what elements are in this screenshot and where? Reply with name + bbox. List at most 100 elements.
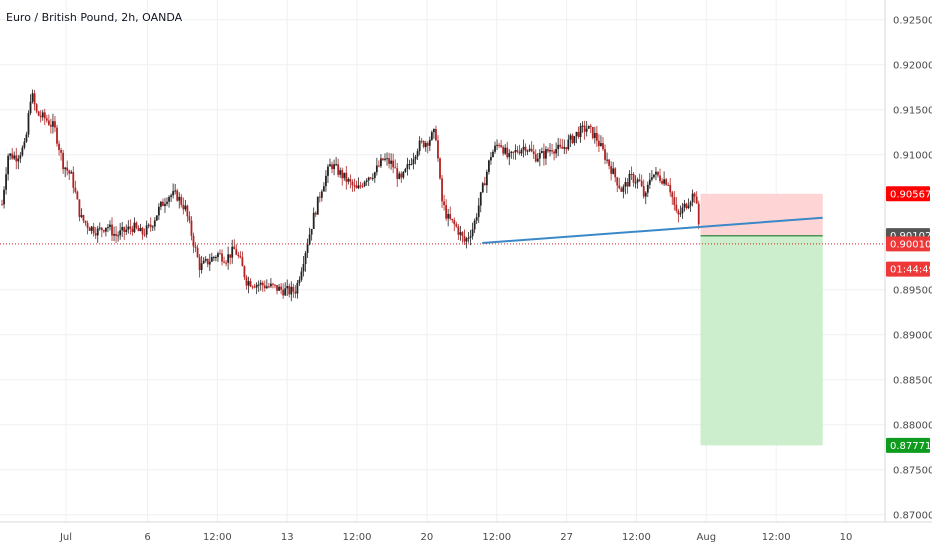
candle-body: [451, 218, 454, 221]
candle-body: [153, 220, 156, 227]
candle-body: [534, 154, 537, 162]
candle-body: [618, 185, 621, 189]
candle-body: [274, 284, 276, 286]
candle-body: [137, 227, 140, 232]
candle-body: [335, 164, 338, 166]
candle-body: [217, 253, 219, 258]
time-tick-label: 13: [281, 532, 294, 543]
candle-body: [382, 158, 384, 160]
candle-body: [86, 223, 89, 228]
candle-body: [267, 286, 270, 288]
take-profit-zone[interactable]: [700, 235, 823, 446]
candle-body: [255, 284, 258, 288]
candle-body: [581, 125, 584, 127]
candle-body: [62, 152, 65, 170]
price-badge-background: [886, 186, 930, 202]
candle-body: [186, 205, 189, 217]
candle-body: [441, 178, 443, 202]
candle-body: [282, 289, 285, 296]
candle-body: [343, 172, 346, 179]
candle-body: [520, 149, 523, 154]
candle-body: [524, 146, 527, 152]
candle-body: [23, 141, 26, 148]
candle-body: [257, 284, 260, 286]
candle-body: [622, 186, 625, 192]
candle-body: [447, 214, 450, 219]
stop-loss-zone[interactable]: [700, 193, 823, 236]
candle-body: [606, 159, 608, 161]
candle-body: [545, 149, 547, 159]
candle-body: [206, 258, 209, 265]
candle-body: [604, 149, 606, 160]
candle-body: [547, 149, 549, 152]
candle-body: [351, 181, 354, 186]
candle-body: [259, 282, 262, 285]
candle-body: [608, 159, 610, 166]
candle-body: [139, 228, 142, 232]
candle-body: [375, 165, 378, 173]
candle-body: [94, 233, 97, 236]
trendline[interactable]: [482, 216, 823, 244]
candle-body: [29, 101, 32, 114]
candle-body: [384, 158, 386, 160]
candle-body: [229, 254, 232, 258]
candle-body: [671, 192, 674, 198]
candle-body: [176, 190, 179, 201]
candle-body: [45, 118, 48, 121]
candle-body: [628, 173, 631, 187]
candle-body: [406, 164, 409, 169]
candle-body: [64, 167, 67, 170]
candle-body: [331, 164, 333, 169]
candle-body: [522, 146, 525, 150]
candle-body: [528, 148, 531, 151]
candle-body: [598, 140, 600, 146]
candle-body: [70, 172, 73, 174]
candle-body: [200, 263, 203, 271]
candle-body: [347, 178, 350, 182]
annotation-layer[interactable]: [482, 216, 823, 244]
candle-body: [235, 249, 238, 255]
candle-body: [477, 205, 480, 218]
candle-body: [595, 132, 598, 141]
price-badge-background: [886, 261, 930, 277]
candle-body: [463, 235, 466, 242]
candle-body: [551, 150, 553, 152]
candle-body: [278, 286, 280, 291]
candle-body: [579, 125, 582, 138]
candle-body: [172, 191, 175, 196]
candle-body: [673, 197, 676, 205]
candle-body: [467, 237, 470, 239]
candle-body: [402, 171, 405, 178]
candle-body: [392, 160, 395, 168]
candle-body: [141, 228, 144, 235]
candle-body: [168, 196, 170, 202]
price-badge-background: [886, 437, 930, 453]
candle-body: [102, 230, 105, 232]
candle-body: [310, 228, 313, 235]
candle-body: [25, 134, 28, 142]
candle-body: [496, 144, 498, 146]
candle-body: [54, 121, 56, 128]
candle-body: [78, 199, 81, 217]
candle-body: [488, 160, 490, 172]
candle-body: [555, 149, 558, 154]
candle-body: [681, 207, 684, 214]
candle-body: [418, 140, 421, 152]
candle-body: [359, 185, 362, 187]
candle-body: [298, 279, 301, 283]
candle-body: [585, 128, 588, 132]
candle-body: [121, 227, 124, 231]
candle-body: [41, 112, 44, 118]
candle-body: [241, 257, 244, 267]
candle-body: [543, 151, 545, 159]
price-tick-label: 0.89500: [893, 285, 932, 296]
position-zones: [0, 193, 885, 446]
candle-body: [151, 226, 154, 228]
candle-body: [31, 93, 34, 102]
candle-body: [518, 151, 521, 154]
time-tick-label: 12:00: [343, 532, 372, 543]
candle-body: [56, 127, 58, 144]
candle-body: [453, 220, 456, 225]
candle-body: [314, 212, 317, 215]
